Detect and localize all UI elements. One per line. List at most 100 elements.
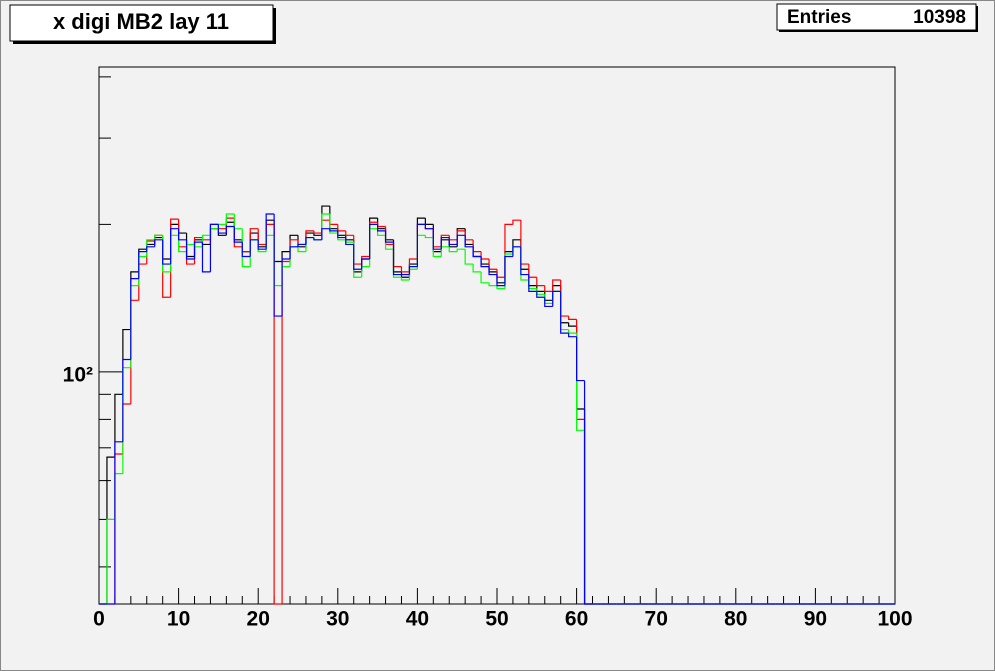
histogram-bin: [313, 237, 322, 241]
histogram-bin: [257, 239, 267, 250]
histogram-bin: [305, 236, 314, 245]
histogram-bin: [392, 242, 402, 276]
histogram-bin: [233, 226, 243, 243]
histogram-bin: [353, 244, 362, 270]
x-tick-label: 50: [485, 608, 508, 631]
histogram-bin: [178, 235, 187, 253]
histogram-bin: [281, 250, 291, 262]
histogram-bin: [536, 277, 545, 287]
histogram-bin: [345, 230, 354, 236]
histogram-bin: [424, 224, 434, 230]
histogram-bin: [170, 228, 179, 265]
histogram-bin: [583, 380, 593, 605]
histogram-bin: [130, 278, 139, 360]
histogram-bin: [432, 228, 442, 250]
histogram-bin: [321, 228, 330, 240]
histogram-bin: [209, 223, 219, 272]
histogram-bin: [536, 291, 545, 298]
histogram-bin: [329, 228, 338, 232]
histogram-bin: [544, 297, 553, 308]
histogram-bin: [273, 224, 283, 605]
histogram-bin: [448, 246, 458, 253]
histogram-bin: [512, 246, 521, 257]
x-tick-label: 10: [167, 608, 190, 631]
histogram-bin: [472, 246, 482, 258]
histogram-bin: [488, 282, 497, 287]
histogram-bin: [281, 258, 291, 317]
histogram-bin: [512, 219, 521, 225]
histogram-bin: [273, 214, 283, 317]
chart-title: x digi MB2 lay 11: [53, 9, 229, 34]
histogram-bin: [528, 274, 537, 292]
histogram-bin: [337, 230, 346, 239]
histogram-bin: [225, 225, 235, 234]
histogram-bin: [552, 290, 561, 307]
stats-value: 10398: [913, 7, 966, 28]
histogram-bin: [138, 250, 147, 279]
x-tick-label: 70: [645, 608, 668, 631]
histogram-bin: [400, 277, 410, 281]
histogram-bin: [329, 214, 338, 234]
histogram-bin: [146, 246, 155, 252]
histogram-bin: [472, 264, 482, 273]
histogram-bin: [241, 228, 251, 268]
histogram-bin: [504, 255, 513, 286]
x-tick-label: 80: [724, 608, 747, 631]
histogram-bin: [241, 242, 251, 258]
histogram-bin: [568, 322, 577, 327]
histogram-bin: [154, 234, 163, 240]
histogram-bin: [193, 241, 203, 259]
histogram-bin: [114, 393, 123, 458]
histogram-bin: [496, 274, 505, 287]
histogram-bin: [185, 239, 195, 260]
histogram-bin: [249, 239, 259, 257]
x-tick-label: 60: [565, 608, 588, 631]
histogram-bin: [560, 291, 569, 334]
histogram-bin: [440, 236, 450, 250]
x-tick-label: 40: [406, 608, 429, 631]
histogram-bin: [345, 237, 354, 246]
frame: [98, 66, 896, 605]
y-tick-label: 10²: [63, 363, 93, 386]
histogram-bin: [568, 316, 577, 320]
histogram-bin: [225, 213, 235, 225]
title-box: [9, 4, 274, 42]
histogram-bin: [400, 266, 410, 273]
histogram-bin: [424, 235, 434, 239]
histogram-bin: [289, 246, 298, 259]
histogram-bin: [369, 223, 378, 259]
histogram-bin: [114, 441, 123, 604]
x-tick-label: 0: [93, 608, 105, 631]
histogram-bin: [456, 248, 466, 252]
x-tick-label: 30: [326, 608, 349, 631]
histogram-bin: [377, 224, 386, 232]
histogram-bin: [480, 271, 490, 284]
histogram-bin: [297, 246, 306, 253]
histogram-bin: [106, 518, 115, 604]
histogram-bin: [265, 213, 275, 250]
stats-box: [776, 3, 977, 31]
histogram-bin: [576, 336, 585, 382]
histogram-bin: [480, 256, 490, 268]
histogram-bin: [297, 243, 306, 247]
x-tick-label: 20: [247, 608, 270, 631]
histogram-bin: [520, 246, 529, 276]
histogram-bin: [178, 228, 187, 241]
histogram-bin: [122, 358, 131, 442]
histogram-bin: [448, 237, 458, 246]
histogram-bin: [488, 266, 497, 276]
histogram-bin: [313, 233, 322, 236]
histogram-bin: [568, 333, 577, 338]
histogram-bin: [464, 249, 474, 265]
x-tick-label: 100: [877, 608, 912, 631]
histogram-bin: [544, 285, 553, 292]
histogram-bin: [496, 285, 505, 290]
histogram-bin: [201, 242, 211, 273]
histogram-bin: [408, 266, 418, 275]
histogram-bin: [162, 239, 171, 265]
histogram-bin: [552, 279, 561, 292]
x-tick-label: 90: [804, 608, 827, 631]
histogram-bin: [384, 230, 394, 243]
histogram-bin: [456, 234, 466, 245]
